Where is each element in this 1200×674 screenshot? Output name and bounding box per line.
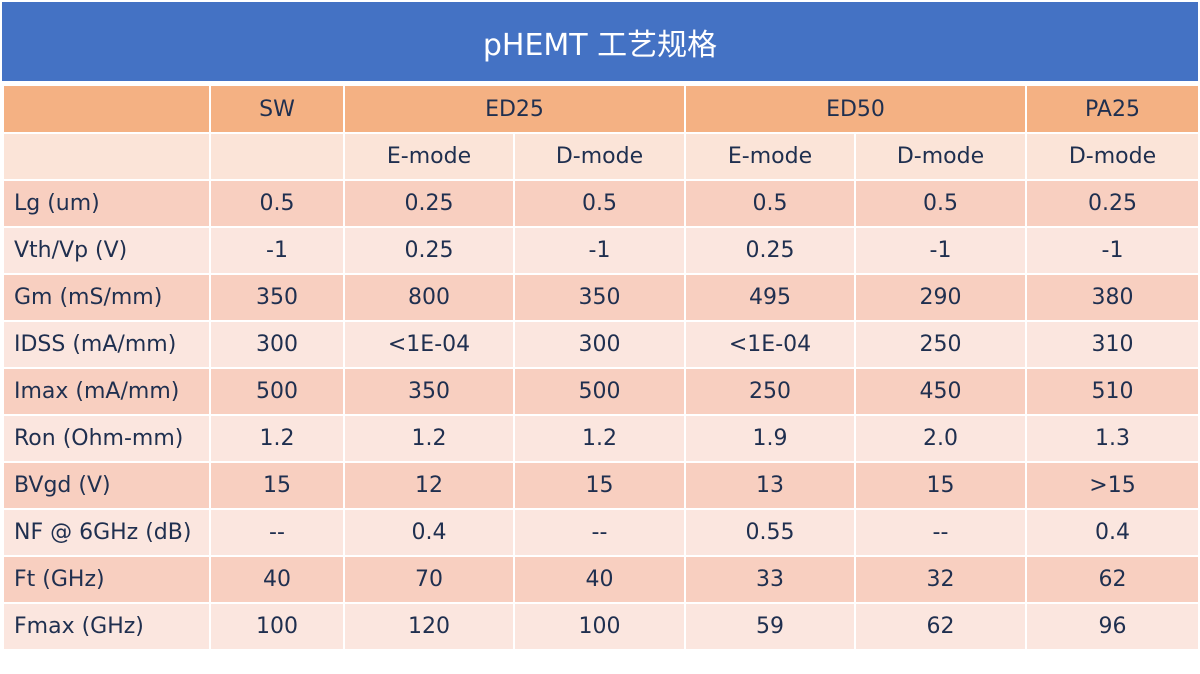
value-cell-ed25-d: 500 [513, 367, 686, 416]
value-cell-ed25-e: 0.4 [343, 508, 515, 557]
value-cell-sw: 15 [209, 461, 345, 510]
value-cell-pa25-d: 310 [1025, 320, 1200, 369]
table-row: BVgd (V) 15 12 15 13 15 >15 [2, 461, 1200, 510]
value-cell-ed25-e: 0.25 [343, 226, 515, 275]
table-row: NF @ 6GHz (dB) -- 0.4 -- 0.55 -- 0.4 [2, 508, 1200, 557]
group-header-row: SW ED25 ED50 PA25 [2, 84, 1200, 134]
value-cell-ed50-e: 59 [684, 602, 856, 651]
table-row: Vth/Vp (V) -1 0.25 -1 0.25 -1 -1 [2, 226, 1200, 275]
mode-cell-pa25-d: D-mode [1025, 132, 1200, 181]
row-label: Vth/Vp (V) [2, 226, 211, 275]
table-row: Fmax (GHz) 100 120 100 59 62 96 [2, 602, 1200, 651]
spec-table: SW ED25 ED50 PA25 E-mode D-mode E-mode D… [2, 84, 1200, 651]
value-cell-pa25-d: 380 [1025, 273, 1200, 322]
value-cell-ed25-e: 350 [343, 367, 515, 416]
value-cell-ed50-d: -1 [854, 226, 1027, 275]
table-row: Ron (Ohm-mm) 1.2 1.2 1.2 1.9 2.0 1.3 [2, 414, 1200, 463]
row-label: Ft (GHz) [2, 555, 211, 604]
row-label: Ron (Ohm-mm) [2, 414, 211, 463]
mode-cell-ed50-d: D-mode [854, 132, 1027, 181]
value-cell-ed25-d: 100 [513, 602, 686, 651]
value-cell-ed25-d: -1 [513, 226, 686, 275]
value-cell-pa25-d: 510 [1025, 367, 1200, 416]
value-cell-ed50-d: 2.0 [854, 414, 1027, 463]
value-cell-ed25-e: 70 [343, 555, 515, 604]
page-title-text: pHEMT 工艺规格 [482, 27, 718, 63]
value-cell-ed25-e: 120 [343, 602, 515, 651]
value-cell-ed25-d: 350 [513, 273, 686, 322]
mode-cell-sw [209, 132, 345, 181]
value-cell-pa25-d: 0.25 [1025, 179, 1200, 228]
mode-header-row: E-mode D-mode E-mode D-mode D-mode [2, 132, 1200, 181]
value-cell-ed50-d: 62 [854, 602, 1027, 651]
value-cell-sw: -1 [209, 226, 345, 275]
value-cell-ed50-e: 495 [684, 273, 856, 322]
value-cell-ed50-e: 1.9 [684, 414, 856, 463]
group-header-ed50: ED50 [684, 84, 1027, 134]
value-cell-ed25-d: 1.2 [513, 414, 686, 463]
value-cell-ed50-e: 250 [684, 367, 856, 416]
value-cell-pa25-d: 62 [1025, 555, 1200, 604]
row-label: Gm (mS/mm) [2, 273, 211, 322]
value-cell-pa25-d: 1.3 [1025, 414, 1200, 463]
mode-cell-ed25-d: D-mode [513, 132, 686, 181]
value-cell-pa25-d: >15 [1025, 461, 1200, 510]
value-cell-sw: 350 [209, 273, 345, 322]
value-cell-ed50-e: 13 [684, 461, 856, 510]
value-cell-ed50-d: 32 [854, 555, 1027, 604]
value-cell-ed25-e: 12 [343, 461, 515, 510]
value-cell-sw: -- [209, 508, 345, 557]
value-cell-ed25-d: 40 [513, 555, 686, 604]
value-cell-ed25-d: -- [513, 508, 686, 557]
value-cell-ed50-d: 290 [854, 273, 1027, 322]
row-label: Imax (mA/mm) [2, 367, 211, 416]
value-cell-ed50-d: 450 [854, 367, 1027, 416]
value-cell-sw: 300 [209, 320, 345, 369]
table-row: Ft (GHz) 40 70 40 33 32 62 [2, 555, 1200, 604]
mode-cell-ed50-e: E-mode [684, 132, 856, 181]
table-row: IDSS (mA/mm) 300 <1E-04 300 <1E-04 250 310 [2, 320, 1200, 369]
table-row: Imax (mA/mm) 500 350 500 250 450 510 [2, 367, 1200, 416]
value-cell-ed50-e: 33 [684, 555, 856, 604]
value-cell-pa25-d: -1 [1025, 226, 1200, 275]
row-label: Fmax (GHz) [2, 602, 211, 651]
row-label: NF @ 6GHz (dB) [2, 508, 211, 557]
value-cell-ed50-e: 0.25 [684, 226, 856, 275]
value-cell-sw: 0.5 [209, 179, 345, 228]
row-label: IDSS (mA/mm) [2, 320, 211, 369]
row-label: Lg (um) [2, 179, 211, 228]
value-cell-ed25-e: 800 [343, 273, 515, 322]
mode-label-cell [2, 132, 211, 181]
value-cell-ed50-d: -- [854, 508, 1027, 557]
value-cell-sw: 40 [209, 555, 345, 604]
group-header-ed25: ED25 [343, 84, 686, 134]
value-cell-ed25-e: <1E-04 [343, 320, 515, 369]
value-cell-ed25-d: 300 [513, 320, 686, 369]
value-cell-pa25-d: 0.4 [1025, 508, 1200, 557]
value-cell-sw: 500 [209, 367, 345, 416]
value-cell-ed25-d: 15 [513, 461, 686, 510]
value-cell-ed25-e: 0.25 [343, 179, 515, 228]
value-cell-sw: 100 [209, 602, 345, 651]
value-cell-ed50-d: 250 [854, 320, 1027, 369]
value-cell-ed50-e: 0.55 [684, 508, 856, 557]
value-cell-sw: 1.2 [209, 414, 345, 463]
row-label: BVgd (V) [2, 461, 211, 510]
value-cell-ed50-d: 15 [854, 461, 1027, 510]
table-row: Gm (mS/mm) 350 800 350 495 290 380 [2, 273, 1200, 322]
value-cell-ed50-e: 0.5 [684, 179, 856, 228]
value-cell-ed50-d: 0.5 [854, 179, 1027, 228]
value-cell-ed50-e: <1E-04 [684, 320, 856, 369]
value-cell-ed25-e: 1.2 [343, 414, 515, 463]
group-header-sw: SW [209, 84, 345, 134]
corner-cell [2, 84, 211, 134]
table-row: Lg (um) 0.5 0.25 0.5 0.5 0.5 0.25 [2, 179, 1200, 228]
page-title: pHEMT 工艺规格 [2, 2, 1198, 81]
value-cell-pa25-d: 96 [1025, 602, 1200, 651]
group-header-pa25: PA25 [1025, 84, 1200, 134]
mode-cell-ed25-e: E-mode [343, 132, 515, 181]
value-cell-ed25-d: 0.5 [513, 179, 686, 228]
